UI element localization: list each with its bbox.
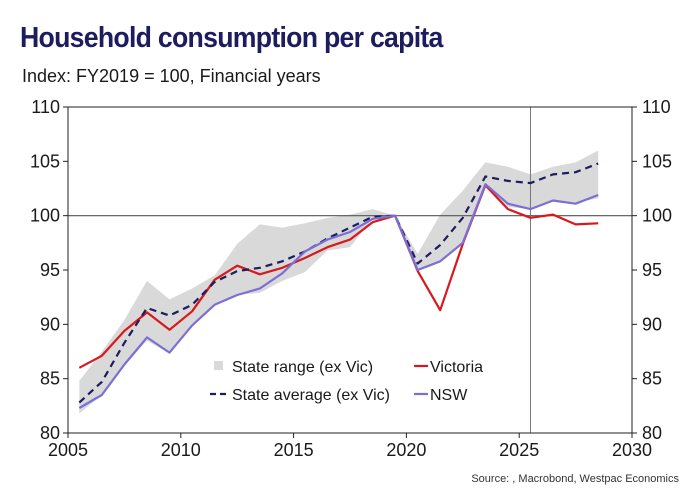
series-line-2 <box>78 183 599 409</box>
y-tick-label-left: 85 <box>40 369 60 389</box>
plot-frame <box>67 106 633 434</box>
legend-label: NSW <box>430 387 468 404</box>
y-tick-label-left: 105 <box>30 151 60 171</box>
x-tick-label: 2015 <box>274 440 314 460</box>
y-tick-label-right: 105 <box>642 151 672 171</box>
legend-swatch-band <box>214 361 223 370</box>
y-tick-label-right: 80 <box>642 423 662 443</box>
x-tick-label: 2030 <box>612 440 652 460</box>
series-line-0 <box>78 184 599 369</box>
legend-label: State range (ex Vic) <box>232 359 373 376</box>
chart-title: Household consumption per capita <box>20 22 443 54</box>
y-tick-label-right: 85 <box>642 369 662 389</box>
legend-label: Victoria <box>430 359 483 376</box>
x-tick-label: 2020 <box>386 440 426 460</box>
series-line-1 <box>78 162 599 404</box>
y-tick-label-right: 110 <box>642 97 671 117</box>
chart-subtitle: Index: FY2019 = 100, Financial years <box>22 66 321 86</box>
reference-lines <box>68 107 632 433</box>
x-tick-label: 2010 <box>161 440 201 460</box>
axes: 80 80 85 85 90 90 95 95 100 100 105 105 110 110 2005 20… <box>30 97 672 460</box>
y-tick-label-right: 95 <box>642 260 662 280</box>
y-tick-label-left: 90 <box>40 314 60 334</box>
y-tick-label-right: 100 <box>642 206 672 226</box>
x-tick-label: 2025 <box>499 440 539 460</box>
source-note: Source: , Macrobond, Westpac Economics <box>471 473 679 485</box>
y-tick-label-left: 100 <box>30 206 60 226</box>
y-tick-label-left: 110 <box>31 97 60 117</box>
y-tick-label-left: 95 <box>40 260 60 280</box>
y-tick-label-right: 90 <box>642 314 662 334</box>
legend-label: State average (ex Vic) <box>232 387 390 404</box>
series-layer <box>78 162 599 409</box>
x-tick-label: 2005 <box>48 440 88 460</box>
y-tick-label-left: 80 <box>40 423 60 443</box>
legend: State range (ex Vic) Victoria State averag… <box>210 359 483 404</box>
